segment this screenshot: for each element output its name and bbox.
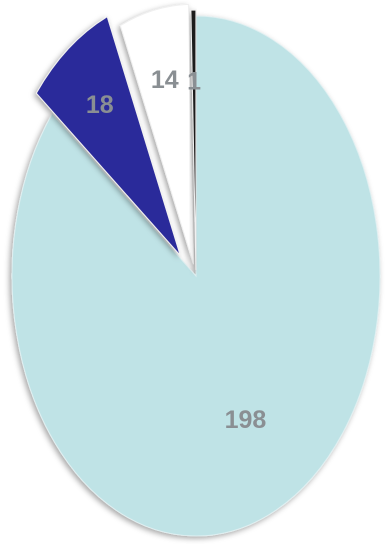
data-label-18: 18 [86, 91, 114, 119]
slice-14 [119, 3, 194, 265]
slice-18 [35, 15, 181, 256]
labels-layer: 198 18 14 1 [86, 66, 267, 434]
slice-1 [190, 9, 197, 271]
data-label-14: 14 [151, 66, 179, 94]
slices-layer [11, 3, 381, 537]
data-label-198: 198 [225, 406, 267, 434]
slice-198 [11, 15, 381, 537]
data-label-1: 1 [187, 67, 201, 95]
